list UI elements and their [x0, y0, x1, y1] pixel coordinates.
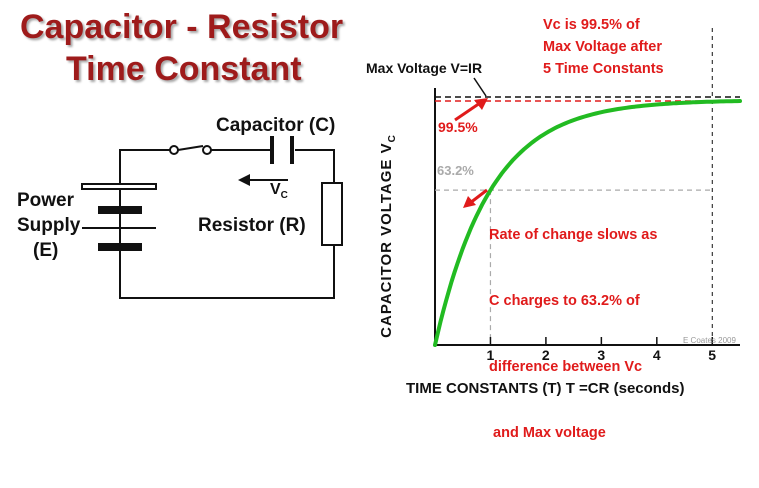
percent-63-2-label: 63.2% [437, 163, 474, 178]
vc-arrow-head [238, 174, 250, 186]
resistor-label: Resistor (R) [198, 215, 306, 236]
wire-top-right [295, 149, 335, 183]
battery-plate-4 [98, 243, 142, 251]
note-top-line-1: Vc is 99.5% of [543, 17, 640, 33]
note-top-line-2: Max Voltage after [543, 39, 662, 55]
y-axis-title-sub: C [387, 134, 398, 143]
note-mid-line-2: C charges to 63.2% of [489, 293, 640, 309]
supply-label-1: Power [17, 190, 75, 211]
x-tick-label-3: 3 [597, 347, 606, 363]
x-tick-label-2: 2 [541, 347, 550, 363]
wire-bottom [119, 245, 335, 299]
credit-label: E Coates 2009 [683, 336, 736, 345]
title-line-1: Capacitor - Resistor [20, 8, 344, 46]
y-axis-title-text: CAPACITOR VOLTAGE V [378, 142, 395, 338]
switch-blade [177, 145, 204, 151]
circuit-diagram [81, 136, 343, 299]
note-five-time-constants: Vc is 99.5% of Max Voltage after 5 Time … [543, 14, 664, 80]
vc-label-main: V [270, 181, 281, 198]
note-top-line-3: 5 Time Constants [543, 61, 664, 77]
supply-label-3: (E) [33, 240, 59, 261]
pointer-arrowhead-63-2 [463, 196, 476, 208]
switch-terminal-right [202, 145, 212, 155]
x-tick-label-4: 4 [652, 347, 661, 363]
diagram-canvas: Capacitor - Resistor Time Constant Capa [17, 8, 742, 441]
note-mid-line-3: difference between Vc [489, 359, 643, 375]
x-tick-label-5: 5 [708, 347, 717, 363]
capacitor-label: Capacitor (C) [216, 115, 336, 136]
pointer-arrowhead-99-5 [474, 98, 488, 110]
wire-top-left [119, 149, 170, 250]
charging-curve [433, 99, 742, 347]
switch-terminal-left [169, 145, 179, 155]
vc-label: VC [270, 182, 288, 201]
note-mid-line-1: Rate of change slows as [489, 227, 658, 243]
note-mid-line-4: and Max voltage [489, 425, 606, 441]
vc-label-sub: C [280, 190, 288, 202]
max-voltage-label: Max Voltage V=IR [366, 60, 483, 76]
battery-plate-1 [81, 183, 157, 190]
charging-chart [433, 28, 742, 347]
percent-99-5-label: 99.5% [438, 119, 478, 135]
pointer-arrow-63-2 [469, 188, 488, 205]
note-rate-of-change: Rate of change slows as C charges to 63.… [489, 180, 657, 488]
supply-label-2: Supply [17, 215, 81, 236]
x-tick-label-1: 1 [486, 347, 495, 363]
resistor-symbol [321, 182, 343, 246]
title-line-2: Time Constant [66, 50, 302, 88]
battery-plate-2 [98, 206, 142, 214]
pointer-arrow-99-5 [454, 101, 481, 122]
y-axis-title: CAPACITOR VOLTAGE VC [378, 134, 398, 338]
pointer-max-voltage [473, 77, 487, 97]
x-axis-title: TIME CONSTANTS (T) T =CR (seconds) [406, 380, 685, 397]
